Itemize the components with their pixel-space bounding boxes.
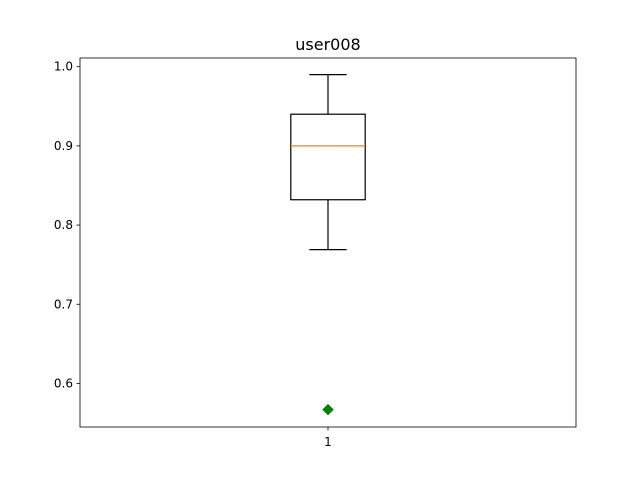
y-tick-label: 0.9 [54,139,73,153]
plot-area: 0.6 0.7 0.8 0.9 1.0 1 [54,57,577,449]
y-tick-label: 0.6 [54,376,73,390]
x-tick-label: 1 [324,435,332,449]
y-tick-label: 1.0 [54,60,73,74]
outlier-point [322,403,334,416]
iqr-box [290,113,366,201]
y-tick-label: 0.8 [54,218,73,232]
chart-title: user008 [295,35,360,54]
axes-frame [79,57,577,428]
y-tick-label: 0.7 [54,297,73,311]
